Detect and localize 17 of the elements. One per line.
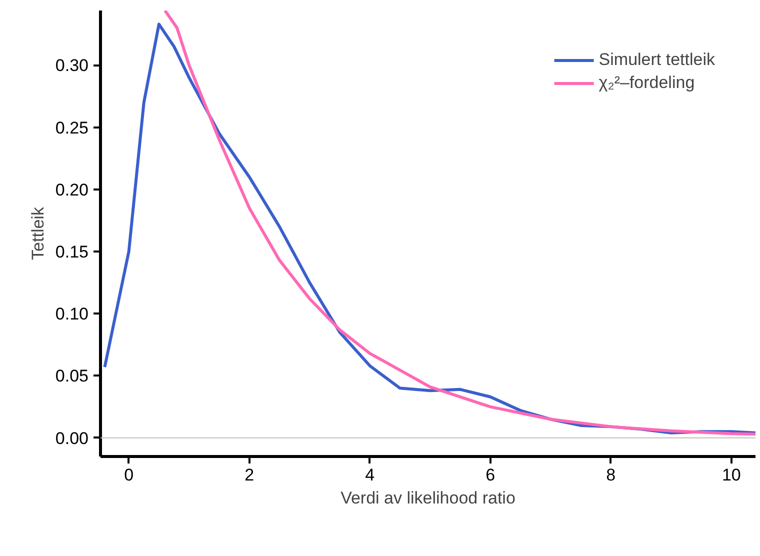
- y-tick-label: 0.00: [55, 428, 89, 448]
- x-axis-title: Verdi av likelihood ratio: [340, 488, 516, 508]
- y-tick-label: 0.30: [55, 56, 89, 76]
- x-tick-label: 2: [244, 466, 254, 484]
- legend-label: Simulert tettleik: [598, 50, 715, 70]
- x-tick-label: 10: [722, 466, 741, 484]
- x-tick-label: 0: [124, 466, 134, 484]
- x-tick-label: 6: [486, 466, 496, 484]
- y-axis-title: Tettleik: [28, 206, 48, 260]
- y-tick-label: 0.05: [55, 366, 89, 386]
- x-tick-label: 4: [365, 466, 375, 484]
- y-tick-label: 0.10: [55, 304, 89, 324]
- y-tick-label: 0.25: [55, 118, 89, 138]
- y-tick-label: 0.20: [55, 180, 89, 200]
- legend-label: χ₂²–fordeling: [598, 73, 695, 93]
- x-tick-label: 8: [606, 466, 616, 484]
- y-tick-label: 0.15: [55, 242, 89, 262]
